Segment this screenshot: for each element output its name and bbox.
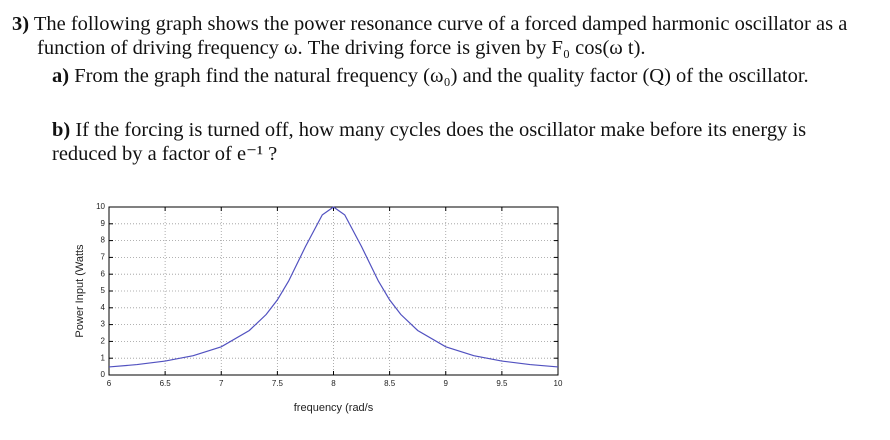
question-intro: The following graph shows the power reso… [33, 13, 848, 59]
y-tick-label: 0 [101, 370, 106, 379]
part-a: a) From the graph find the natural frequ… [52, 64, 832, 88]
part-label: a) [52, 65, 70, 87]
x-tick-label: 7 [219, 379, 224, 388]
question: 3) The following graph shows the power r… [12, 12, 857, 60]
x-tick-label: 6.5 [160, 379, 172, 388]
part-b: b) If the forcing is turned off, how man… [52, 118, 832, 166]
part-label: b) [52, 119, 71, 141]
x-tick-label: 6 [107, 379, 112, 388]
y-tick-label: 4 [101, 303, 106, 312]
y-tick-label: 9 [101, 219, 106, 228]
x-tick-label: 8 [331, 379, 336, 388]
y-tick-label: 10 [96, 202, 105, 211]
x-tick-label: 9 [444, 379, 449, 388]
y-tick-label: 5 [101, 286, 106, 295]
y-axis-label: Power Input (Watts [74, 244, 86, 338]
y-tick-label: 1 [101, 353, 106, 362]
x-tick-label: 7.5 [272, 379, 284, 388]
y-tick-label: 2 [101, 337, 106, 346]
question-number: 3) [12, 13, 30, 35]
y-tick-label: 7 [101, 253, 106, 262]
y-tick-label: 6 [101, 269, 106, 278]
curve [108, 206, 559, 368]
x-tick-label: 8.5 [384, 379, 396, 388]
x-tick-label: 10 [554, 379, 563, 388]
y-tick-label: 3 [101, 320, 106, 329]
part-text: If the forcing is turned off, how many c… [52, 119, 807, 165]
chart: 0 1 2 3 4 5 6 7 8 9 10 6 6.5 7 7.5 8 8.5 9 9.5 10 frequency … [74, 202, 563, 414]
part-text: From the graph find the natural frequenc… [74, 65, 809, 87]
x-tick-label: 9.5 [496, 379, 508, 388]
x-axis-label: frequency (rad/s [294, 402, 374, 414]
y-tick-label: 8 [101, 236, 106, 245]
